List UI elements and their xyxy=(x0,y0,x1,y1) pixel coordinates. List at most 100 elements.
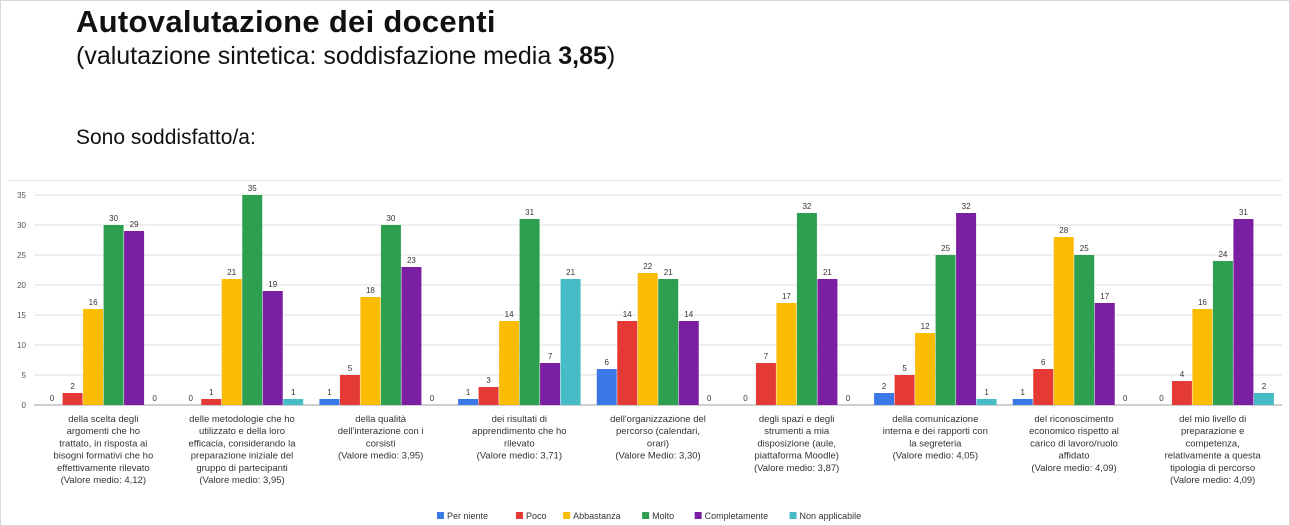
x-tick-label: delle metodologie che ho utilizzato e del… xyxy=(188,414,296,486)
data-label: 17 xyxy=(1100,292,1109,301)
legend-swatch xyxy=(515,512,523,519)
subtitle-prefix: (valutazione sintetica: soddisfazione me… xyxy=(76,42,559,70)
x-tick-label-line: relativamente a questa xyxy=(1165,451,1262,462)
x-tick-label-line: trattato, in risposta ai xyxy=(59,438,147,449)
x-tick-label-line: (Valore medio: 3,71) xyxy=(477,451,562,462)
data-label: 31 xyxy=(525,208,534,217)
x-tick-label-line: delle metodologie che ho xyxy=(189,414,295,425)
x-tick-label-line: piattaforma Moodle) xyxy=(754,451,838,462)
bar xyxy=(915,333,936,405)
data-label: 14 xyxy=(684,310,693,319)
data-label: 3 xyxy=(486,376,491,385)
bar xyxy=(935,255,956,405)
y-tick-label: 0 xyxy=(22,401,27,410)
bar xyxy=(1171,381,1192,405)
data-label: 30 xyxy=(386,214,395,223)
bar xyxy=(976,399,997,405)
data-label: 21 xyxy=(227,268,236,277)
bar xyxy=(283,399,304,405)
data-label: 6 xyxy=(1041,358,1046,367)
data-label: 21 xyxy=(664,268,673,277)
data-label: 35 xyxy=(248,184,257,193)
bar xyxy=(124,231,145,405)
data-label: 1 xyxy=(466,388,471,397)
x-tick-label-line: del mio livello di xyxy=(1179,414,1246,425)
bar xyxy=(519,219,540,405)
x-tick-label-line: interna e dei rapporti con xyxy=(883,426,988,437)
bar xyxy=(360,297,381,405)
bar xyxy=(560,279,581,405)
bar xyxy=(1233,219,1254,405)
data-label: 0 xyxy=(743,394,748,403)
legend-label: Abbastanza xyxy=(573,511,621,521)
legend-swatch xyxy=(694,512,702,519)
x-tick-label-line: effettivamente rilevato xyxy=(57,463,150,474)
data-label: 2 xyxy=(882,382,887,391)
bar xyxy=(1192,309,1213,405)
data-label: 0 xyxy=(1123,394,1128,403)
data-label: 25 xyxy=(941,244,950,253)
legend-label: Molto xyxy=(652,511,674,521)
data-label: 14 xyxy=(505,310,514,319)
x-tick-label-line: (Valore Medio: 3,30) xyxy=(615,451,700,462)
data-label: 0 xyxy=(707,394,712,403)
bar xyxy=(637,273,658,405)
subtitle-value: 3,85 xyxy=(558,42,607,70)
x-tick-label-line: affidato xyxy=(1059,451,1090,462)
bar xyxy=(956,213,977,405)
bar xyxy=(617,321,638,405)
data-label: 5 xyxy=(902,364,907,373)
data-label: 5 xyxy=(348,364,353,373)
chart-area: 0 5 10 15 20 25 30 35 0 2 16 30 29 0 della scelta degl… xyxy=(8,180,1282,525)
data-label: 29 xyxy=(130,220,139,229)
x-tick-label: del riconoscimento economico rispetto al c… xyxy=(1029,414,1119,474)
x-tick-label-line: (Valore medio: 4,09) xyxy=(1031,463,1116,474)
bar xyxy=(1212,261,1233,405)
question-label: Sono soddisfatto/a: xyxy=(76,126,256,149)
data-label: 0 xyxy=(152,394,157,403)
x-tick-label-line: economico rispetto al xyxy=(1029,426,1119,437)
x-tick-label-line: orari) xyxy=(647,438,669,449)
bar xyxy=(755,363,776,405)
x-tick-label-line: argomenti che ho xyxy=(67,426,140,437)
data-label: 16 xyxy=(89,298,98,307)
legend-swatch xyxy=(563,512,571,519)
x-tick-label-line: (Valore medio: 3,87) xyxy=(754,463,839,474)
bar xyxy=(201,399,222,405)
data-label: 17 xyxy=(782,292,791,301)
bar xyxy=(103,225,124,405)
bar xyxy=(1033,369,1054,405)
x-tick-label-line: percorso (calendari, xyxy=(616,426,700,437)
bar xyxy=(401,267,422,405)
data-label: 4 xyxy=(1180,370,1185,379)
data-label: 24 xyxy=(1218,250,1227,259)
x-tick-label-line: la segreteria xyxy=(909,438,962,449)
y-tick-label: 15 xyxy=(17,311,26,320)
data-label: 7 xyxy=(548,352,553,361)
x-tick-label-line: corsisti xyxy=(366,438,396,449)
bar xyxy=(1253,393,1274,405)
bar xyxy=(817,279,838,405)
x-tick-label-line: competenza, xyxy=(1185,438,1239,449)
bar xyxy=(339,375,360,405)
x-tick-label-line: apprendimento che ho xyxy=(472,426,567,437)
x-tick-label: dell'organizzazione del percorso (calenda… xyxy=(610,414,706,462)
bar xyxy=(658,279,679,405)
bar xyxy=(458,399,479,405)
bar xyxy=(596,369,617,405)
legend-swatch xyxy=(789,512,797,519)
y-tick-label: 10 xyxy=(17,341,26,350)
x-tick-label-line: della qualità xyxy=(355,414,406,425)
slide-subtitle: (valutazione sintetica: soddisfazione me… xyxy=(76,42,615,71)
x-tick-label-line: tipologia di percorso xyxy=(1170,463,1255,474)
data-label: 31 xyxy=(1239,208,1248,217)
legend-label: Non applicabile xyxy=(800,511,862,521)
y-tick-label: 5 xyxy=(22,371,27,380)
subtitle-suffix: ) xyxy=(606,42,616,70)
x-tick-label-line: (Valore medio: 4,05) xyxy=(893,451,978,462)
y-tick-label: 20 xyxy=(17,281,26,290)
data-label: 2 xyxy=(1262,382,1267,391)
legend-label: Per niente xyxy=(447,511,488,521)
data-label: 19 xyxy=(268,280,277,289)
